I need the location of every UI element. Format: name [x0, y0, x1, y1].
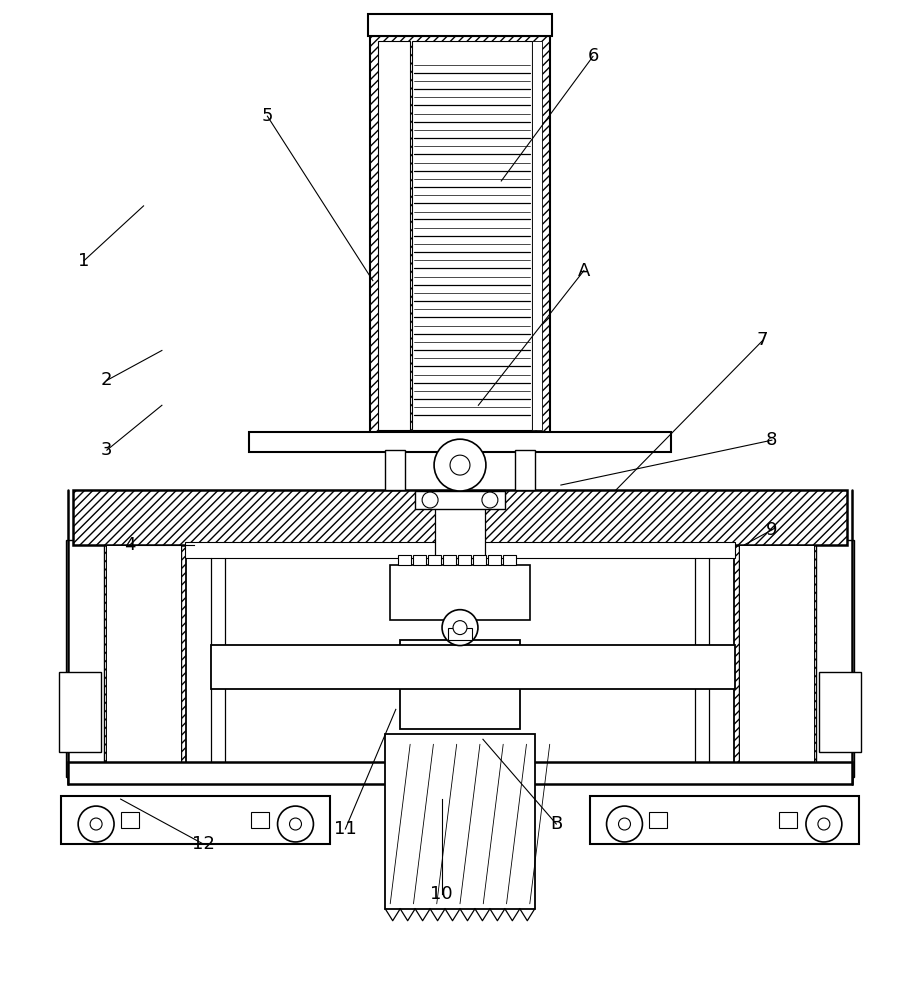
Text: 8: 8	[766, 431, 777, 449]
Bar	[448, 628, 471, 640]
Bar	[414, 491, 505, 509]
Text: 4: 4	[124, 536, 135, 554]
Bar	[649, 812, 666, 828]
Text: 7: 7	[756, 331, 767, 349]
Bar	[733, 540, 818, 777]
Bar	[62, 677, 99, 747]
Bar	[458, 555, 471, 565]
Bar	[59, 672, 101, 752]
Text: 1: 1	[78, 252, 89, 270]
Circle shape	[278, 806, 313, 842]
Bar	[62, 796, 330, 844]
Circle shape	[434, 439, 485, 491]
Bar	[400, 640, 519, 729]
Bar	[250, 812, 268, 828]
Bar	[435, 490, 484, 558]
Text: 12: 12	[191, 835, 214, 853]
Bar	[443, 555, 456, 565]
Bar	[778, 812, 796, 828]
Bar	[185, 542, 734, 558]
Circle shape	[482, 492, 497, 508]
Bar	[531, 41, 541, 430]
Bar	[738, 545, 813, 772]
Bar	[368, 14, 551, 36]
Circle shape	[805, 806, 841, 842]
Bar	[183, 540, 736, 779]
Circle shape	[618, 818, 630, 830]
Bar	[390, 565, 529, 620]
Text: 6: 6	[586, 47, 598, 65]
Bar	[210, 645, 734, 689]
Bar	[487, 555, 500, 565]
Text: 9: 9	[766, 521, 777, 539]
Circle shape	[817, 818, 829, 830]
Bar	[106, 545, 181, 772]
Bar	[369, 36, 550, 435]
Circle shape	[441, 610, 478, 646]
Circle shape	[422, 492, 437, 508]
Circle shape	[78, 806, 114, 842]
Bar	[472, 555, 485, 565]
Bar	[503, 555, 516, 565]
Bar	[398, 555, 411, 565]
Bar	[589, 796, 857, 844]
Circle shape	[90, 818, 102, 830]
Circle shape	[289, 818, 301, 830]
Bar	[515, 450, 534, 490]
Text: A: A	[577, 262, 589, 280]
Bar	[66, 540, 104, 777]
Text: 2: 2	[101, 371, 112, 389]
Text: 10: 10	[430, 885, 452, 903]
Bar	[820, 677, 857, 747]
Bar	[818, 672, 860, 752]
Text: 5: 5	[261, 107, 273, 125]
Text: 11: 11	[334, 820, 357, 838]
Bar	[412, 41, 531, 430]
Bar	[248, 432, 671, 452]
Text: B: B	[550, 815, 562, 833]
Circle shape	[452, 621, 467, 635]
Bar	[427, 555, 440, 565]
Bar	[385, 734, 534, 909]
Bar	[121, 812, 139, 828]
Bar	[385, 450, 404, 490]
Circle shape	[449, 455, 470, 475]
Bar	[74, 490, 845, 545]
Bar	[413, 555, 425, 565]
Bar	[101, 540, 186, 777]
Text: 3: 3	[101, 441, 112, 459]
Circle shape	[606, 806, 641, 842]
Bar	[68, 762, 851, 784]
Bar	[815, 540, 853, 777]
Bar	[378, 41, 410, 430]
